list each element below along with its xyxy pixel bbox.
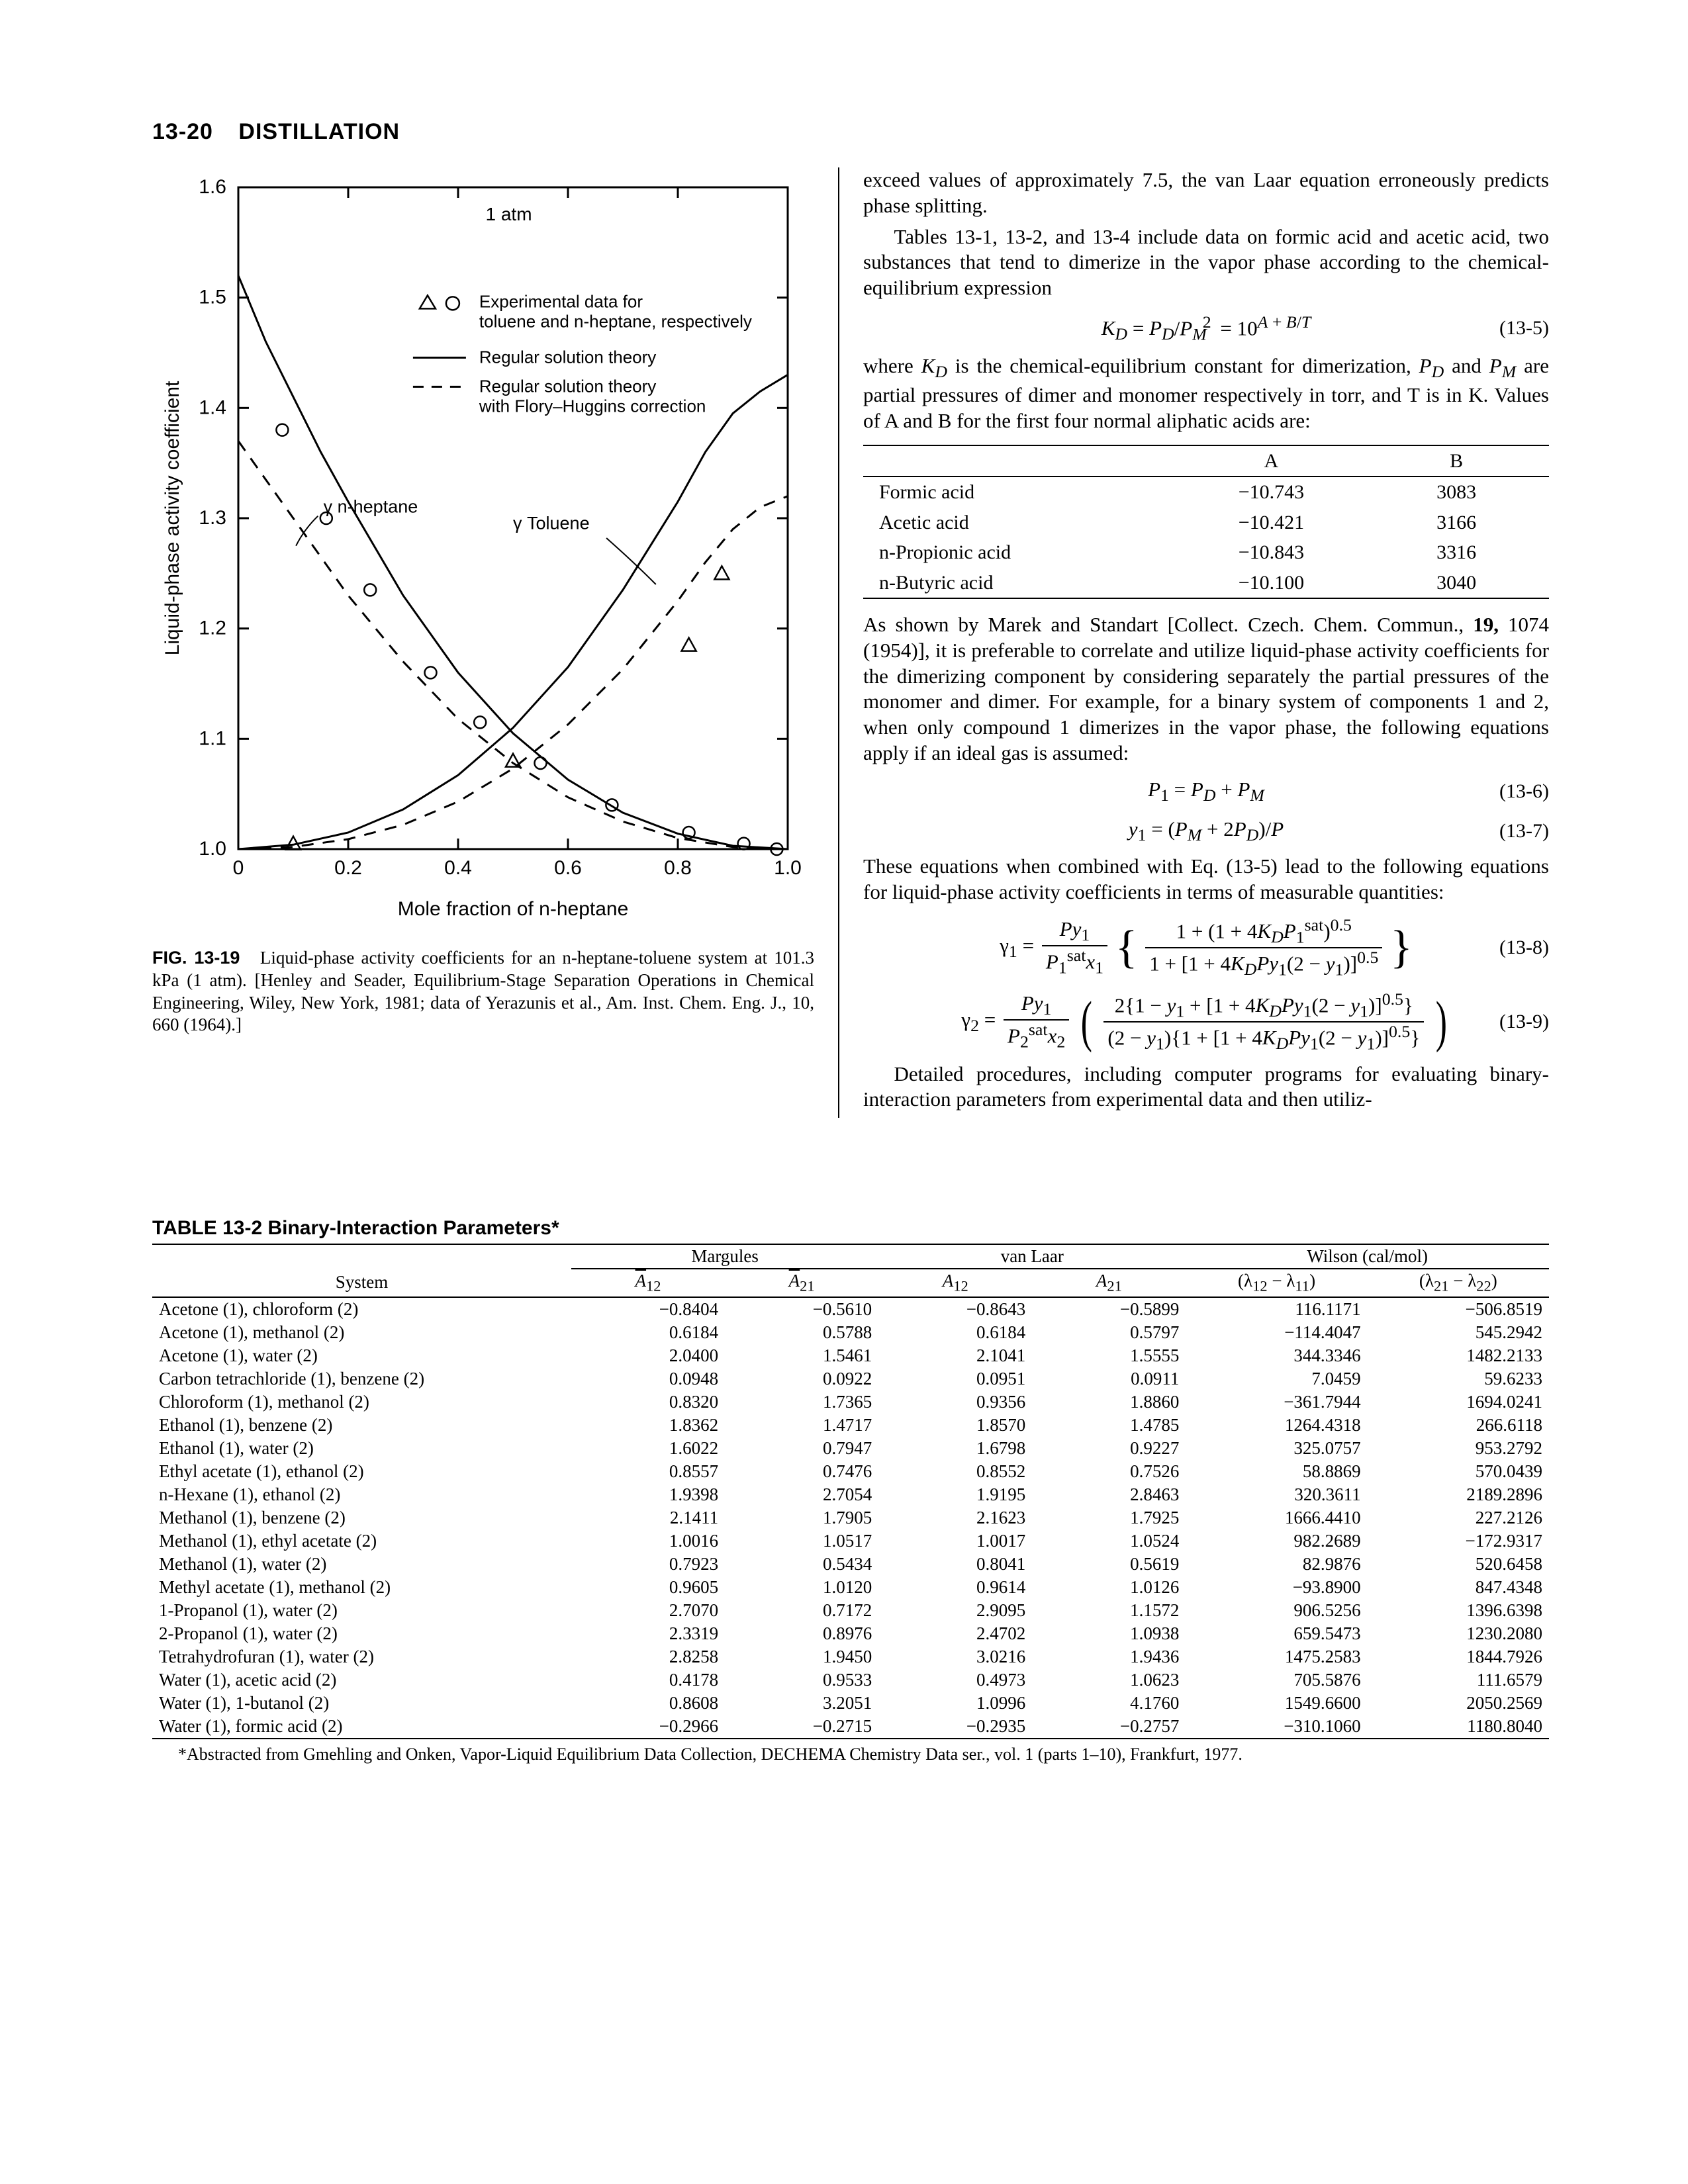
eqnum-13-8: (13-8) (1499, 935, 1549, 960)
svg-text:Liquid-phase activity coeffici: Liquid-phase activity coefficient (162, 381, 183, 655)
eqnum-13-9: (13-9) (1499, 1009, 1549, 1034)
equation-13-8: γ1 = Py1P1satx1 { 1 + (1 + 4KDP1sat)0.5 … (863, 916, 1549, 979)
figure-label: FIG. 13-19 (152, 948, 240, 968)
col-lam21: (λ21 − λ22) (1368, 1269, 1549, 1297)
eqnum-13-6: (13-6) (1499, 779, 1549, 804)
equation-13-6: P1 = PD + PM (13-6) (863, 777, 1549, 806)
acid-table: A B Formic acid−10.7433083Acetic acid−10… (863, 445, 1549, 600)
svg-text:1.1: 1.1 (199, 727, 226, 749)
group-margules: Margules (571, 1244, 878, 1269)
table-row: Methanol (1), benzene (2)2.14111.79052.1… (152, 1506, 1549, 1529)
table-row: Carbon tetrachloride (1), benzene (2)0.0… (152, 1367, 1549, 1390)
col-A21bar: A21 (725, 1269, 878, 1297)
table-row: n-Hexane (1), ethanol (2)1.93982.70541.9… (152, 1483, 1549, 1506)
table-row: Methyl acetate (1), methanol (2)0.96051.… (152, 1576, 1549, 1599)
svg-text:0.8: 0.8 (664, 857, 692, 879)
eqnum-13-5: (13-5) (1499, 316, 1549, 341)
column-divider (838, 167, 839, 1118)
table-row: Water (1), formic acid (2)−0.2966−0.2715… (152, 1715, 1549, 1739)
table-13-2-caption: TABLE 13-2 Binary-Interaction Parameters… (152, 1217, 1549, 1240)
table-row: Ethyl acetate (1), ethanol (2)0.85570.74… (152, 1460, 1549, 1483)
group-wilson: Wilson (cal/mol) (1186, 1244, 1549, 1269)
figure-caption-text: Liquid-phase activity coefficients for a… (152, 948, 814, 1034)
table-row: Methanol (1), ethyl acetate (2)1.00161.0… (152, 1529, 1549, 1553)
col-system: System (152, 1269, 571, 1297)
svg-text:1.2: 1.2 (199, 617, 226, 639)
svg-text:0.4: 0.4 (444, 857, 472, 879)
svg-text:Mole fraction of n-heptane: Mole fraction of n-heptane (398, 898, 629, 920)
table-row: Acetone (1), chloroform (2)−0.8404−0.561… (152, 1297, 1549, 1321)
svg-text:toluene and n-heptane, respect: toluene and n-heptane, respectively (479, 311, 752, 331)
para-6: Detailed procedures, including computer … (863, 1062, 1549, 1113)
para-3: where KD is the chemical-equilibrium con… (863, 353, 1549, 434)
para-4: As shown by Marek and Standart [Collect.… (863, 612, 1549, 766)
page-number: 13-20 (152, 119, 213, 144)
table-row: 1-Propanol (1), water (2)2.70700.71722.9… (152, 1599, 1549, 1622)
svg-text:1.4: 1.4 (199, 396, 226, 418)
chart-svg: 1.0 1.1 1.2 1.3 1.4 1.5 1.6 0 0.2 0.4 0.6 0.8 1.0 Mol… (152, 167, 814, 935)
col-A12bar: A12 (571, 1269, 725, 1297)
para-1: exceed values of approximately 7.5, the … (863, 167, 1549, 219)
svg-text:1.6: 1.6 (199, 176, 226, 198)
table-row: Ethanol (1), water (2)1.60220.79471.6798… (152, 1437, 1549, 1460)
svg-text:1.0: 1.0 (774, 857, 802, 879)
svg-text:γ Toluene: γ Toluene (513, 514, 590, 533)
table-13-2-section: TABLE 13-2 Binary-Interaction Parameters… (152, 1217, 1549, 1764)
text-column: exceed values of approximately 7.5, the … (863, 167, 1549, 1118)
table-13-2: Margules van Laar Wilson (cal/mol) Syste… (152, 1244, 1549, 1739)
para-5: These equations when combined with Eq. (… (863, 854, 1549, 905)
equation-13-9: γ2 = Py1P2satx2 ( 2{1 − y1 + [1 + 4KDPy1… (863, 990, 1549, 1054)
equation-13-5: KD = PD/PM2 = 10A + B/T (13-5) (863, 312, 1549, 345)
page-title: DISTILLATION (238, 119, 400, 144)
table-row: Acetone (1), methanol (2)0.61840.57880.6… (152, 1321, 1549, 1344)
upper-two-column: 1.0 1.1 1.2 1.3 1.4 1.5 1.6 0 0.2 0.4 0.6 0.8 1.0 Mol… (152, 167, 1549, 1118)
figure-caption: FIG. 13-19 Liquid-phase activity coeffic… (152, 947, 814, 1036)
acid-row: Acetic acid−10.4213166 (863, 508, 1549, 538)
col-A21: A21 (1032, 1269, 1186, 1297)
table-row: Acetone (1), water (2)2.04001.54612.1041… (152, 1344, 1549, 1367)
para-2: Tables 13-1, 13-2, and 13-4 include data… (863, 224, 1549, 301)
svg-text:Regular solution theory: Regular solution theory (479, 347, 656, 367)
table-row: Water (1), acetic acid (2)0.41780.95330.… (152, 1668, 1549, 1692)
acid-col-B: B (1364, 445, 1549, 477)
table-row: 2-Propanol (1), water (2)2.33190.89762.4… (152, 1622, 1549, 1645)
svg-text:1 atm: 1 atm (486, 204, 532, 224)
svg-text:0: 0 (233, 857, 244, 879)
table-row: Methanol (1), water (2)0.79230.54340.804… (152, 1553, 1549, 1576)
equation-13-7: y1 = (PM + 2PD)/P (13-7) (863, 817, 1549, 846)
svg-text:0.2: 0.2 (334, 857, 362, 879)
svg-text:Regular solution theory: Regular solution theory (479, 376, 656, 396)
acid-row: n-Propionic acid−10.8433316 (863, 537, 1549, 568)
acid-row: n-Butyric acid−10.1003040 (863, 568, 1549, 599)
table-13-2-footnote: *Abstracted from Gmehling and Onken, Vap… (152, 1745, 1549, 1764)
svg-text:with Flory–Huggins correction: with Flory–Huggins correction (479, 396, 706, 416)
acid-row: Formic acid−10.7433083 (863, 477, 1549, 508)
page-header: 13-20 DISTILLATION (152, 119, 1549, 145)
acid-col-A: A (1179, 445, 1364, 477)
col-lam12: (λ12 − λ11) (1186, 1269, 1367, 1297)
svg-text:γ n-heptane: γ n-heptane (324, 497, 418, 517)
table-row: Ethanol (1), benzene (2)1.83621.47171.85… (152, 1414, 1549, 1437)
figure-13-19: 1.0 1.1 1.2 1.3 1.4 1.5 1.6 0 0.2 0.4 0.6 0.8 1.0 Mol… (152, 167, 814, 935)
svg-text:1.3: 1.3 (199, 507, 226, 529)
svg-text:Experimental data for: Experimental data for (479, 291, 643, 311)
table-row: Chloroform (1), methanol (2)0.83201.7365… (152, 1390, 1549, 1414)
svg-text:1.5: 1.5 (199, 287, 226, 308)
table-row: Water (1), 1-butanol (2)0.86083.20511.09… (152, 1692, 1549, 1715)
figure-column: 1.0 1.1 1.2 1.3 1.4 1.5 1.6 0 0.2 0.4 0.6 0.8 1.0 Mol… (152, 167, 814, 1036)
svg-text:1.0: 1.0 (199, 838, 226, 860)
table-row: Tetrahydrofuran (1), water (2)2.82581.94… (152, 1645, 1549, 1668)
svg-text:0.6: 0.6 (554, 857, 582, 879)
group-vanlaar: van Laar (878, 1244, 1186, 1269)
eqnum-13-7: (13-7) (1499, 819, 1549, 844)
col-A12: A12 (878, 1269, 1032, 1297)
